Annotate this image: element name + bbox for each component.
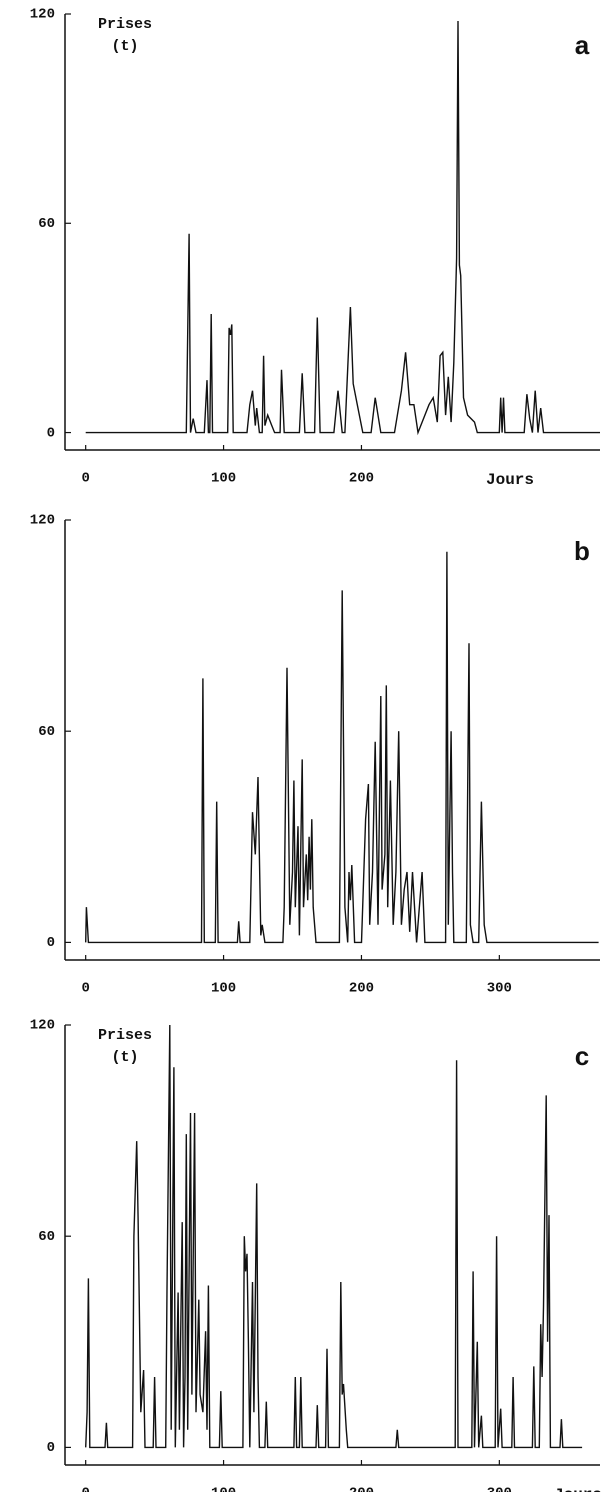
y-axis-label: (t) bbox=[111, 1049, 138, 1066]
y-tick-label: 60 bbox=[38, 216, 55, 232]
x-tick-label: 300 bbox=[487, 1486, 512, 1492]
x-tick-label: 0 bbox=[81, 981, 89, 997]
x-tick-label: 100 bbox=[211, 471, 236, 487]
y-tick-label: 0 bbox=[47, 425, 55, 441]
y-axis-label: Prises bbox=[98, 1027, 152, 1044]
y-tick-label: 120 bbox=[30, 7, 55, 23]
y-tick-label: 120 bbox=[30, 513, 55, 529]
y-tick-label: 120 bbox=[30, 1018, 55, 1034]
x-tick-label: 100 bbox=[211, 1486, 236, 1492]
panel-label: b bbox=[574, 536, 590, 566]
x-tick-label: 200 bbox=[349, 471, 374, 487]
y-axis-label: Prises bbox=[98, 16, 152, 33]
x-tick-label: 0 bbox=[81, 471, 89, 487]
data-line bbox=[85, 551, 599, 944]
panel-label: a bbox=[575, 30, 590, 60]
x-tick-label: 0 bbox=[81, 1486, 89, 1492]
panel-label: c bbox=[575, 1041, 589, 1071]
x-axis-label: Jours bbox=[554, 1486, 602, 1492]
x-axis-label: Jours bbox=[486, 471, 534, 489]
y-tick-label: 0 bbox=[47, 935, 55, 951]
y-tick-label: 0 bbox=[47, 1440, 55, 1456]
y-tick-label: 60 bbox=[38, 1229, 55, 1245]
x-tick-label: 100 bbox=[211, 981, 236, 997]
x-tick-label: 300 bbox=[487, 981, 512, 997]
x-tick-label: 200 bbox=[349, 1486, 374, 1492]
y-axis-label: (t) bbox=[111, 38, 138, 55]
y-tick-label: 60 bbox=[38, 724, 55, 740]
data-line bbox=[85, 1024, 583, 1449]
x-tick-label: 200 bbox=[349, 981, 374, 997]
data-line bbox=[85, 20, 600, 436]
